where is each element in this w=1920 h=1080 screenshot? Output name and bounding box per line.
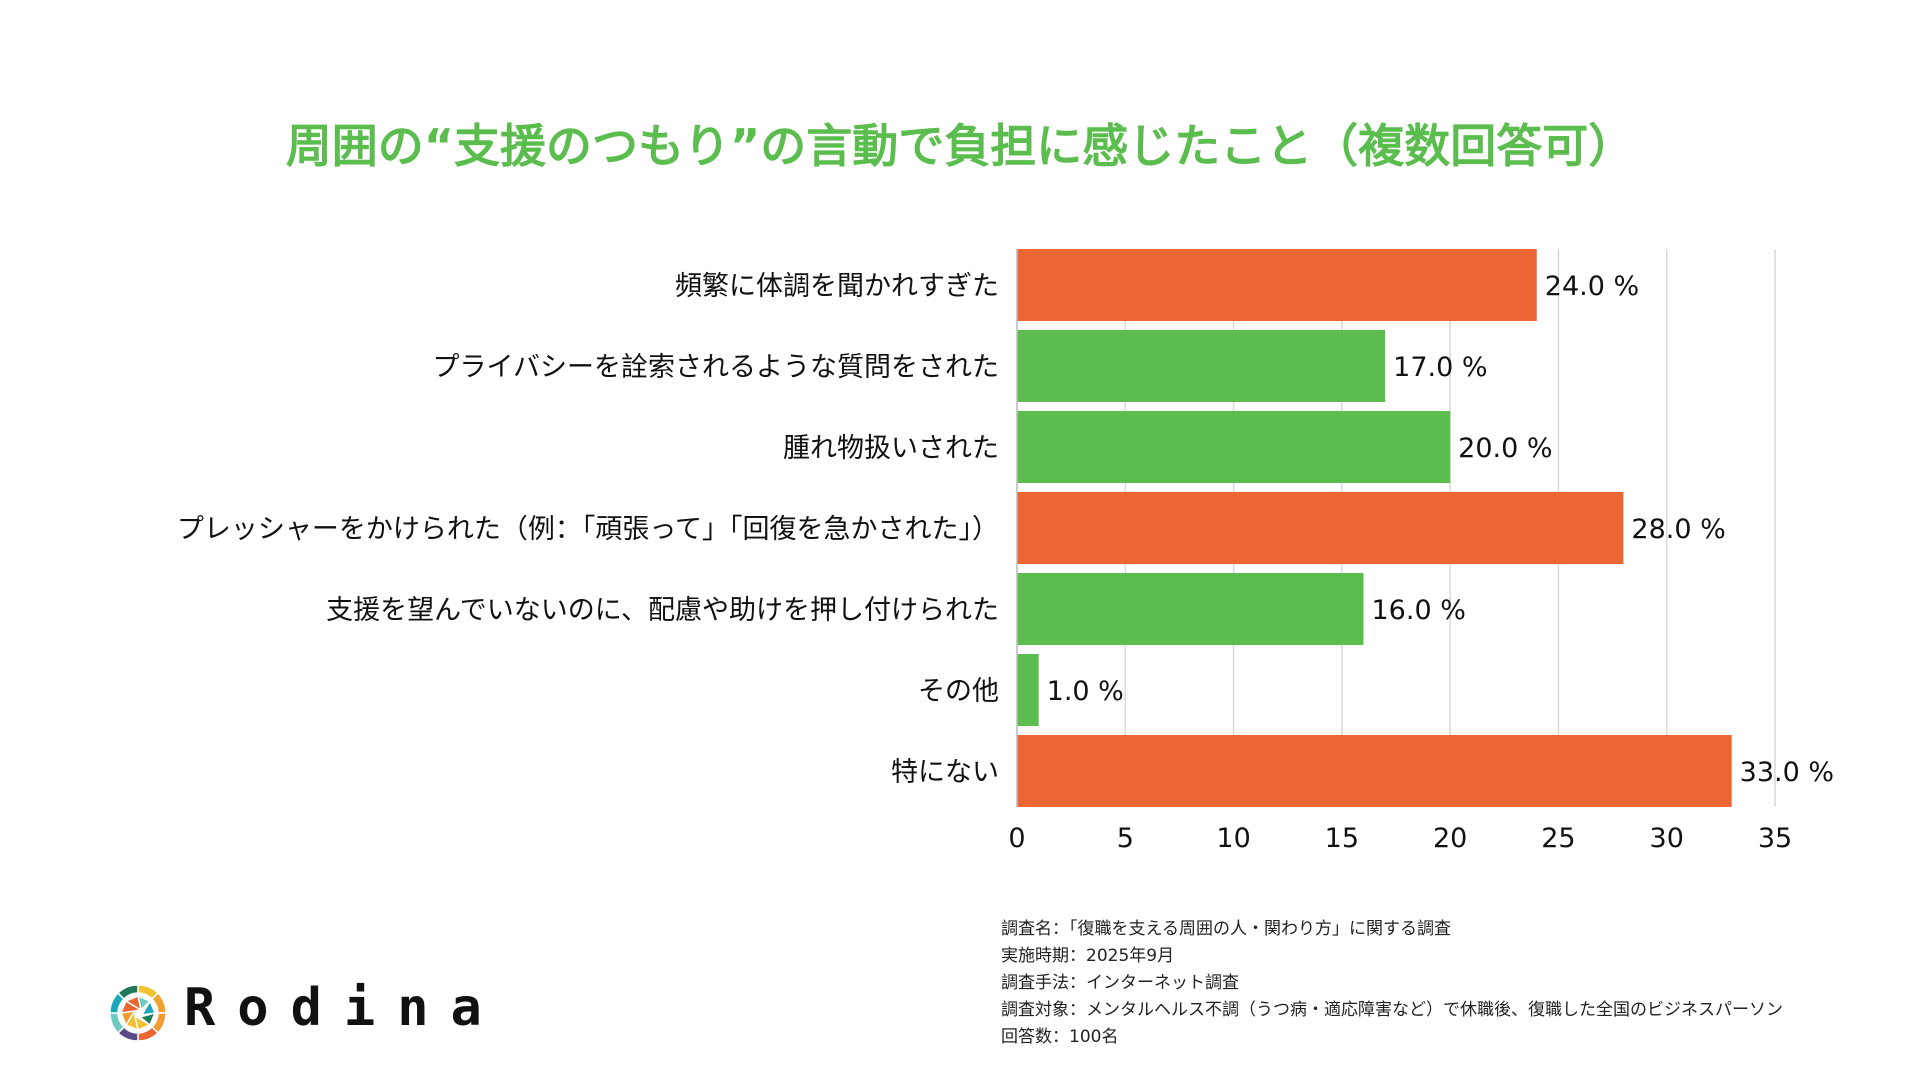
- x-tick-label: 25: [1541, 823, 1575, 854]
- bar: [1017, 654, 1039, 726]
- x-tick-label: 15: [1325, 823, 1359, 854]
- data-label: 16.0 %: [1372, 595, 1466, 626]
- category-label: 特にない: [891, 757, 999, 788]
- category-label: プライバシーを詮索されるような質問をされた: [433, 352, 999, 383]
- data-label: 33.0 %: [1740, 757, 1834, 788]
- x-tick-label: 0: [1008, 823, 1025, 854]
- data-label: 17.0 %: [1393, 352, 1487, 383]
- bar: [1017, 330, 1386, 402]
- bar: [1017, 735, 1732, 807]
- category-label: その他: [918, 676, 999, 707]
- bar: [1017, 411, 1451, 483]
- rodina-logo-icon: [109, 984, 167, 1042]
- x-tick-label: 30: [1650, 823, 1684, 854]
- bar: [1017, 492, 1624, 564]
- chart-title: 周囲の“支援のつもり”の言動で負担に感じたこと（複数回答可）: [285, 119, 1635, 173]
- data-label: 28.0 %: [1631, 514, 1725, 545]
- x-tick-label: 10: [1216, 823, 1250, 854]
- x-tick-label: 35: [1758, 823, 1792, 854]
- note-target: 調査対象：メンタルヘルス不調（うつ病・適応障害など）で休職後、復職した全国のビジ…: [1001, 1000, 1783, 1020]
- bar: [1017, 249, 1537, 321]
- survey-notes: 調査名：「復職を支える周囲の人・関わり方」に関する調査 実施時期：2025年9月…: [1001, 916, 1783, 1051]
- category-label: 頻繁に体調を聞かれすぎた: [675, 271, 999, 302]
- bar: [1017, 573, 1364, 645]
- note-respondents: 回答数：100名: [1001, 1027, 1119, 1047]
- data-label: 20.0 %: [1458, 433, 1552, 464]
- brand-name: Rodina: [184, 978, 504, 1038]
- note-period: 実施時期：2025年9月: [1001, 946, 1175, 966]
- category-label: 腫れ物扱いされた: [783, 433, 999, 464]
- note-method: 調査手法：インターネット調査: [1001, 973, 1239, 993]
- note-survey-name: 調査名：「復職を支える周囲の人・関わり方」に関する調査: [1001, 919, 1451, 939]
- data-label: 24.0 %: [1545, 271, 1639, 302]
- category-label: プレッシャーをかけられた（例：「頑張って」「回復を急かされた」）: [177, 514, 999, 545]
- data-label: 1.0 %: [1047, 676, 1124, 707]
- category-label: 支援を望んでいないのに、配慮や助けを押し付けられた: [326, 595, 999, 626]
- x-tick-label: 20: [1433, 823, 1467, 854]
- x-tick-label: 5: [1117, 823, 1134, 854]
